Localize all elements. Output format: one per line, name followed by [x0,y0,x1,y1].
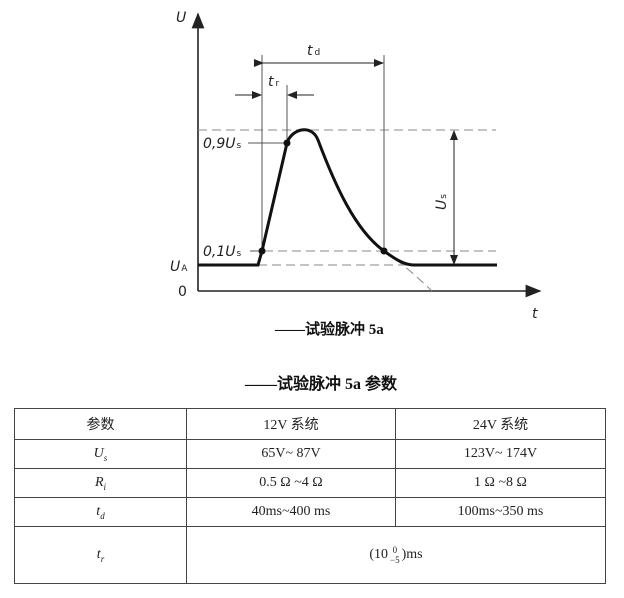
table-row-tr: tr (10 0 −5)ms [14,526,606,584]
header-24v: 24V 系统 [395,408,606,440]
ua-label: UA [170,259,188,275]
x-axis-label: t [532,306,538,322]
point-90-percent [283,139,291,147]
table-row: td 40ms~400 ms 100ms~350 ms [14,497,606,527]
figure-caption: ——试验脉冲 5a [275,322,384,338]
table-row: Ri 0.5 Ω ~4 Ω 1 Ω ~8 Ω [14,468,606,498]
table-title: ——试验脉冲 5a 参数 [245,376,398,393]
pulse-curve [198,128,497,267]
tr-value: (10 0 −5)ms [186,526,606,584]
header-12v: 12V 系统 [186,408,396,440]
zero-label: 0 [178,284,187,300]
point-10-percent [258,247,266,255]
p90-label: 0,9Us [203,136,242,152]
p10-label: 0,1Us [203,244,242,260]
y-axis-label: U [176,10,186,26]
parameters-table: 参数 12V 系统 24V 系统 Us 65V~ 87V 123V~ 174V … [14,408,606,584]
us-label: Us [434,194,450,210]
table-row: Us 65V~ 87V 123V~ 174V [14,439,606,469]
table-header-row: 参数 12V 系统 24V 系统 [14,408,606,440]
header-param: 参数 [14,408,187,440]
point-decay-10-percent [380,247,388,255]
